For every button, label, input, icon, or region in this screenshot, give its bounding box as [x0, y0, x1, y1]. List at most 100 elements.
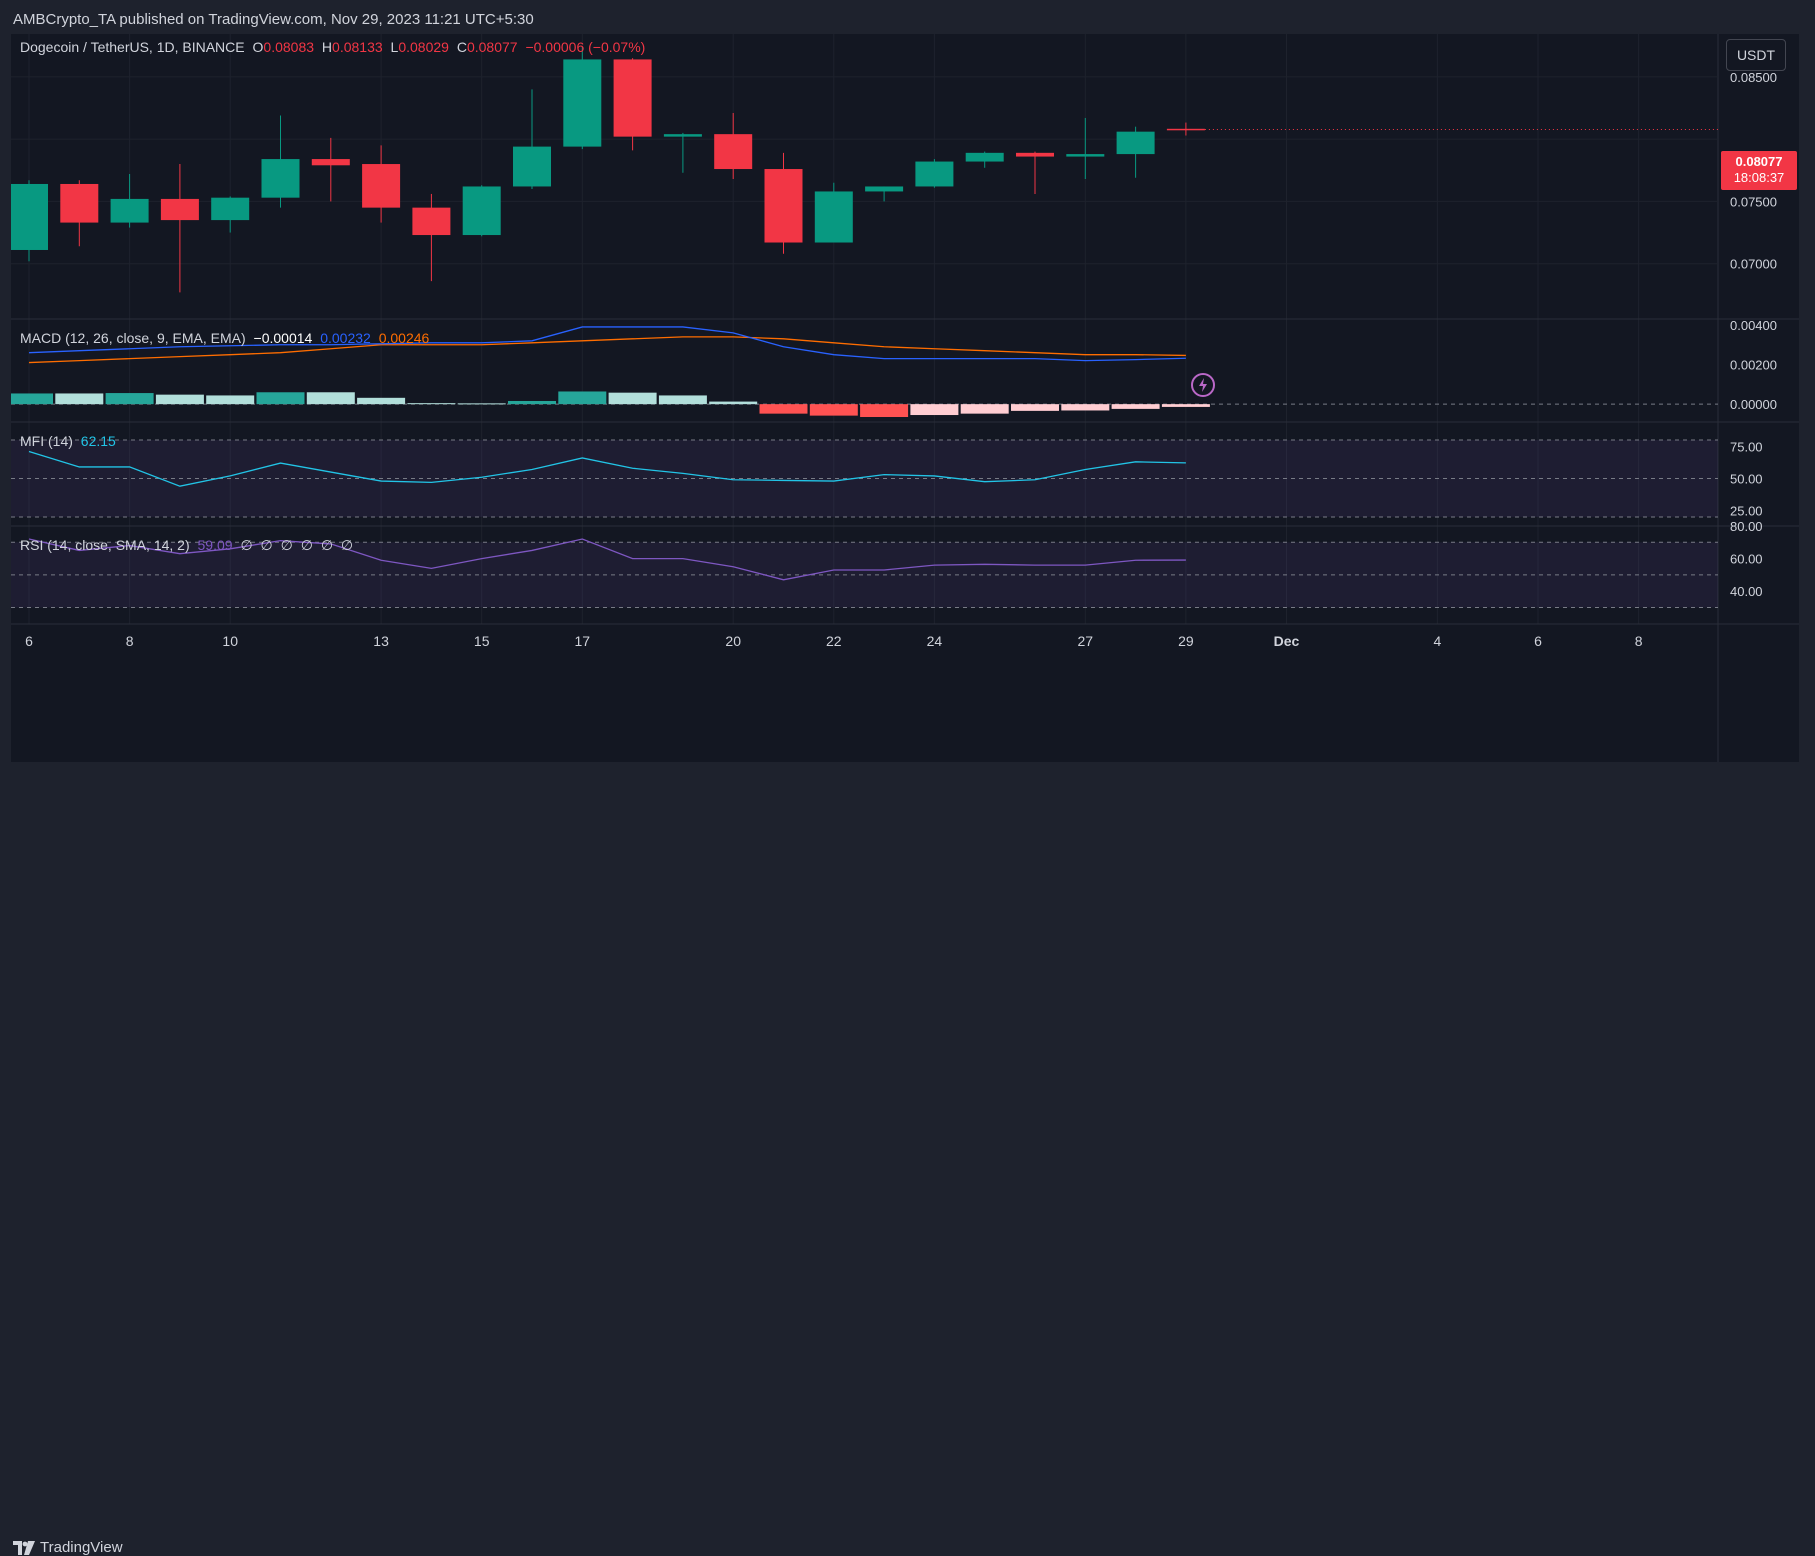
lightning-icon[interactable]: [1191, 373, 1215, 397]
time-tick-label: 10: [222, 633, 238, 649]
mfi-tick-label: 75.00: [1730, 439, 1763, 454]
symbol-title[interactable]: Dogecoin / TetherUS, 1D, BINANCE: [20, 39, 245, 55]
time-tick-label: 4: [1434, 633, 1442, 649]
macd-histogram-bar: [1011, 404, 1059, 411]
macd-histogram-bar: [206, 395, 255, 405]
rsi-na-1: ∅: [240, 537, 253, 553]
candle-body: [915, 161, 954, 187]
chart-canvas[interactable]: 0.08500 0.07500 0.07000 0.00400 0.00200 0.000…: [11, 34, 1799, 762]
time-tick-label: 27: [1078, 633, 1094, 649]
macd-tick-label: 0.00200: [1730, 358, 1777, 373]
change-value: −0.00006 (−0.07%): [525, 39, 646, 55]
candle-body: [814, 191, 853, 243]
macd-histogram-bar: [960, 404, 1009, 414]
close-value: 0.08077: [466, 39, 518, 55]
candle-body: [462, 186, 501, 236]
macd-histogram-bar: [306, 392, 355, 405]
mfi-band: [11, 439, 1718, 518]
candle-body: [11, 183, 48, 250]
candle-body: [663, 134, 702, 137]
macd-title[interactable]: MACD (12, 26, close, 9, EMA, EMA): [20, 330, 246, 346]
candle-body: [1066, 154, 1105, 157]
macd-histogram-bar: [558, 391, 607, 405]
macd-signal-line: [28, 336, 1186, 364]
rsi-na-5: ∅: [320, 537, 334, 553]
macd-histogram-bar: [860, 404, 909, 418]
rsi-value: 59.09: [197, 537, 233, 553]
candle-body: [1166, 128, 1205, 131]
candle-body: [362, 164, 401, 208]
macd-histogram-bar: [1161, 404, 1210, 407]
published-info: AMBCrypto_TA published on TradingView.co…: [13, 11, 534, 28]
main-legend: Dogecoin / TetherUS, 1D, BINANCE O0.0808…: [20, 39, 649, 55]
candle-body: [714, 134, 753, 170]
time-tick-label: Dec: [1274, 633, 1300, 649]
candle-body: [311, 159, 350, 166]
time-tick-label: 13: [373, 633, 389, 649]
time-tick-label: 29: [1178, 633, 1194, 649]
chart-area[interactable]: 0.08500 0.07500 0.07000 0.00400 0.00200 0.000…: [11, 34, 1799, 762]
macd-histogram-bar: [910, 404, 959, 416]
candle-body: [613, 59, 652, 137]
high-label: H: [321, 39, 333, 55]
macd-histogram-bar: [155, 394, 204, 405]
macd-histogram-bar: [357, 397, 406, 405]
candle-body: [110, 198, 149, 223]
candle-body: [764, 169, 803, 243]
footer: TradingView: [0, 762, 1815, 1556]
candle-body: [261, 159, 300, 198]
currency-button[interactable]: USDT: [1726, 39, 1786, 71]
mfi-value: 62.15: [80, 433, 116, 449]
time-tick-label: 22: [826, 633, 842, 649]
time-tick-label: 17: [575, 633, 591, 649]
macd-line: [28, 326, 1186, 362]
candle-body: [965, 152, 1004, 162]
mfi-tick-label: 25.00: [1730, 504, 1763, 519]
macd-histogram-bar: [709, 401, 758, 405]
rsi-na-2: ∅: [260, 537, 273, 553]
time-tick-label: 6: [25, 633, 33, 649]
candle-body: [513, 146, 551, 187]
macd-histogram-bar: [508, 400, 556, 405]
rsi-na-3: ∅: [280, 537, 293, 553]
time-tick-label: 6: [1534, 633, 1542, 649]
last-price-label: 0.08077 18:08:37: [1721, 151, 1797, 190]
rsi-title[interactable]: RSI (14, close, SMA, 14, 2): [20, 537, 190, 553]
macd-histogram-bar: [1111, 404, 1160, 409]
candle-body: [412, 207, 451, 236]
price-tick-label: 0.08500: [1730, 70, 1777, 85]
macd-histogram-bar: [809, 404, 858, 416]
time-tick-label: 20: [725, 633, 741, 649]
macd-histogram-bar: [11, 393, 53, 405]
mfi-tick-label: 50.00: [1730, 471, 1763, 486]
mfi-line: [28, 450, 1186, 487]
mfi-title[interactable]: MFI (14): [20, 433, 73, 449]
macd-histogram-bar: [759, 404, 808, 414]
candle-body: [160, 198, 199, 221]
macd-histogram-bar: [55, 393, 104, 405]
time-tick-label: 15: [474, 633, 490, 649]
candle-body: [1016, 152, 1054, 157]
open-label: O: [252, 39, 264, 55]
macd-legend: MACD (12, 26, close, 9, EMA, EMA) −0.000…: [20, 330, 433, 346]
tradingview-logo[interactable]: TradingView: [13, 1539, 123, 1556]
tradingview-logo-icon: [13, 1540, 35, 1555]
candle-body: [1116, 131, 1155, 155]
macd-tick-label: 0.00400: [1730, 318, 1777, 333]
close-label: C: [456, 39, 467, 55]
candle-body: [865, 186, 904, 192]
rsi-tick-label: 40.00: [1730, 584, 1763, 599]
rsi-line: [28, 538, 1186, 581]
time-tick-label: 8: [1635, 633, 1643, 649]
macd-line-value: 0.00232: [320, 330, 371, 346]
open-value: 0.08083: [263, 39, 315, 55]
price-tick-label: 0.07000: [1730, 257, 1777, 272]
low-value: 0.08029: [398, 39, 449, 55]
candle-body: [211, 197, 250, 221]
macd-histogram-bar: [658, 395, 707, 405]
macd-histogram-bar: [407, 403, 456, 405]
rsi-na-4: ∅: [300, 537, 313, 553]
low-label: L: [390, 39, 399, 55]
candle-body: [60, 183, 99, 223]
macd-signal-value: 0.00246: [378, 330, 430, 346]
